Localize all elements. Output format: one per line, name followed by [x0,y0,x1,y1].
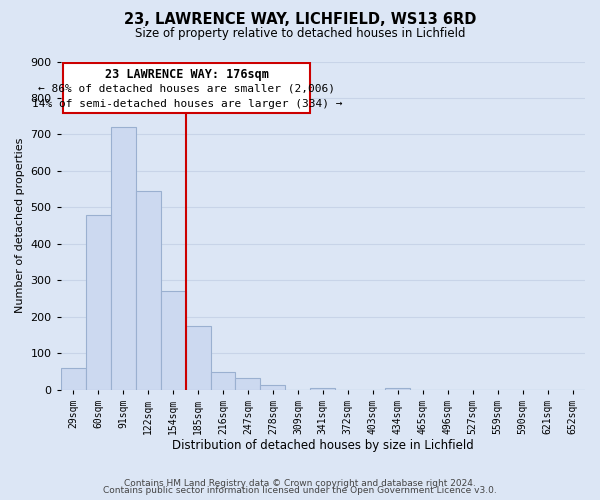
Text: ← 86% of detached houses are smaller (2,006): ← 86% of detached houses are smaller (2,… [38,84,335,94]
Bar [110,127,136,390]
Bar [385,388,410,390]
X-axis label: Distribution of detached houses by size in Lichfield: Distribution of detached houses by size … [172,440,474,452]
Bar [61,368,86,390]
Bar [136,191,161,390]
Bar [310,388,335,390]
Y-axis label: Number of detached properties: Number of detached properties [15,138,25,314]
FancyBboxPatch shape [63,64,310,112]
Text: Contains HM Land Registry data © Crown copyright and database right 2024.: Contains HM Land Registry data © Crown c… [124,478,476,488]
Bar [161,291,185,390]
Bar [235,378,260,390]
Text: Contains public sector information licensed under the Open Government Licence v3: Contains public sector information licen… [103,486,497,495]
Text: 14% of semi-detached houses are larger (334) →: 14% of semi-detached houses are larger (… [32,98,342,108]
Bar [86,214,110,390]
Bar [211,372,235,390]
Text: 23, LAWRENCE WAY, LICHFIELD, WS13 6RD: 23, LAWRENCE WAY, LICHFIELD, WS13 6RD [124,12,476,28]
Bar [185,326,211,390]
Text: Size of property relative to detached houses in Lichfield: Size of property relative to detached ho… [135,28,465,40]
Bar [260,385,286,390]
Text: 23 LAWRENCE WAY: 176sqm: 23 LAWRENCE WAY: 176sqm [105,68,269,80]
